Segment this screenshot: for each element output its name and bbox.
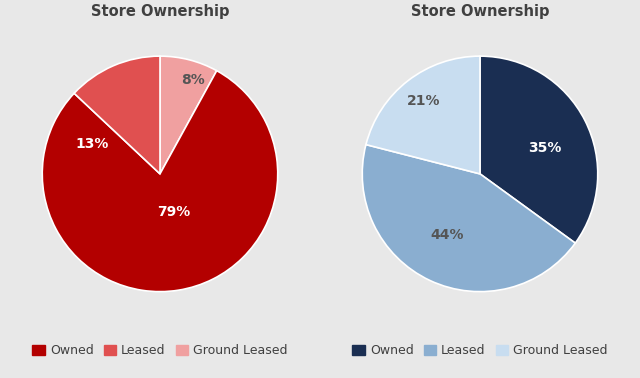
- Text: 44%: 44%: [430, 228, 464, 242]
- Legend: Owned, Leased, Ground Leased: Owned, Leased, Ground Leased: [348, 339, 612, 362]
- Wedge shape: [480, 56, 598, 243]
- Text: 79%: 79%: [157, 204, 191, 218]
- Legend: Owned, Leased, Ground Leased: Owned, Leased, Ground Leased: [28, 339, 292, 362]
- Wedge shape: [74, 56, 160, 174]
- Text: 13%: 13%: [75, 138, 108, 152]
- Wedge shape: [42, 71, 278, 292]
- Text: 21%: 21%: [407, 94, 440, 108]
- Wedge shape: [366, 56, 480, 174]
- Text: 8%: 8%: [181, 73, 205, 87]
- Wedge shape: [362, 145, 575, 292]
- Title: Kohl's Corporation (KSS)
Fiscal 2022 Year-End
Store Ownership: Kohl's Corporation (KSS) Fiscal 2022 Yea…: [378, 0, 582, 19]
- Title: Target Corporation (TGT)
Fiscal 2022 Year-End
Store Ownership: Target Corporation (TGT) Fiscal 2022 Yea…: [56, 0, 264, 19]
- Wedge shape: [160, 56, 217, 174]
- Text: 35%: 35%: [528, 141, 561, 155]
